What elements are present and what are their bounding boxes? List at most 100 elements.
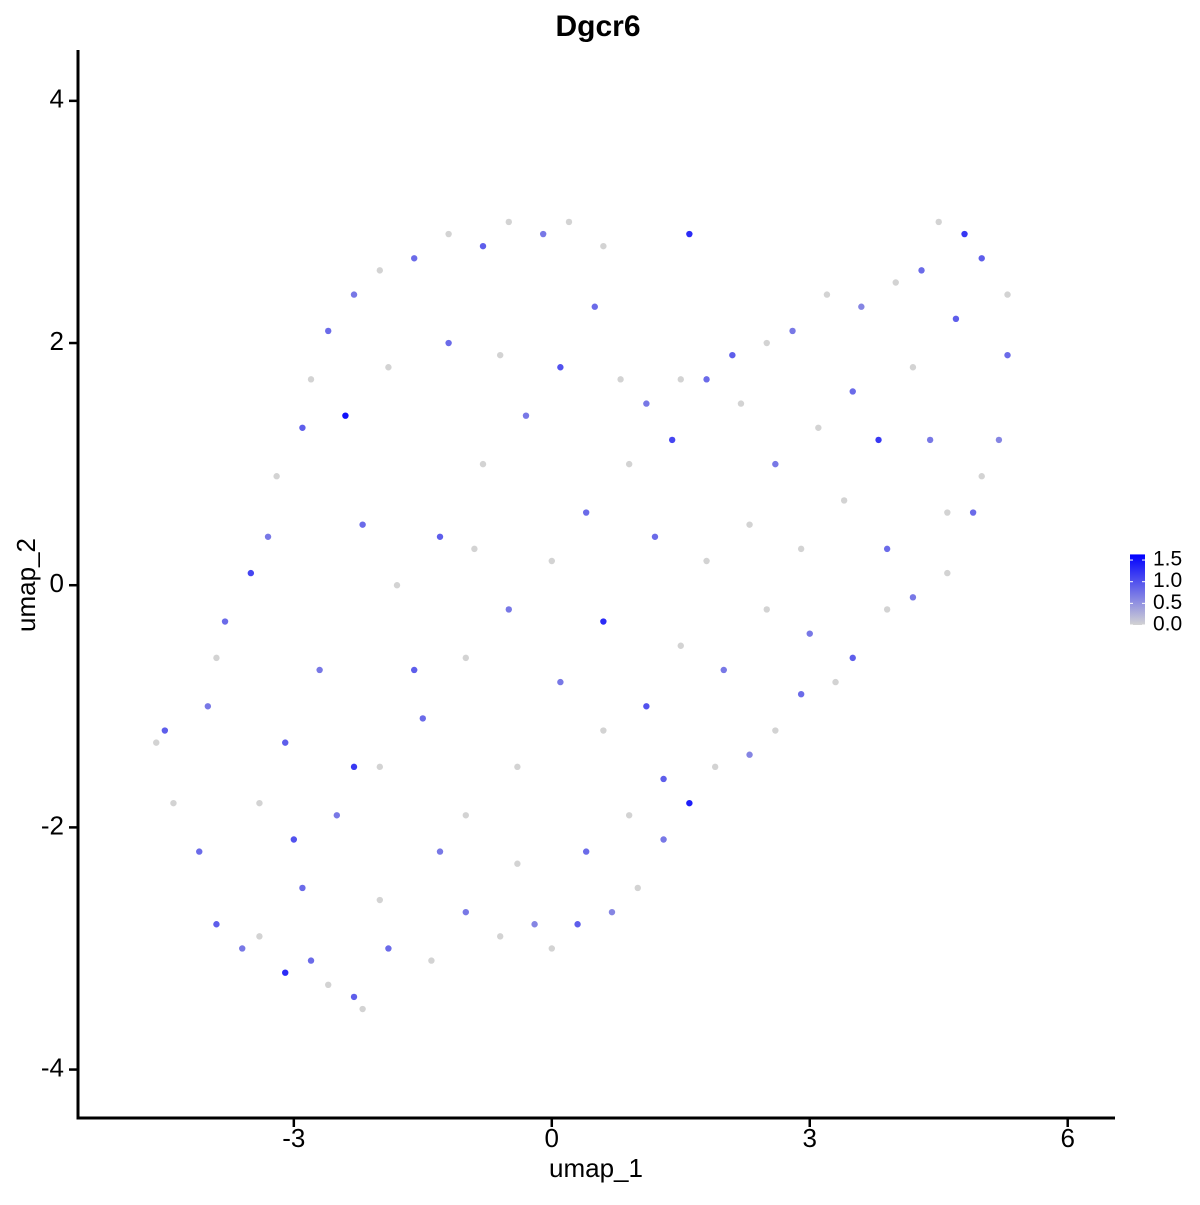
point [290, 836, 298, 843]
point [737, 400, 745, 407]
point [445, 230, 452, 238]
point [239, 945, 246, 952]
point [282, 969, 289, 976]
point [462, 654, 470, 662]
point [729, 351, 736, 359]
point [625, 460, 633, 468]
point [170, 799, 177, 807]
y-tick-label: 2 [50, 326, 64, 356]
point [325, 981, 332, 989]
point [660, 836, 667, 843]
point [471, 545, 478, 553]
point [617, 376, 624, 383]
point [514, 763, 521, 771]
point [677, 376, 684, 383]
y-axis-label: umap_2 [11, 538, 41, 632]
point [840, 497, 848, 504]
x-tick-label: 6 [1060, 1123, 1074, 1153]
point [419, 715, 427, 722]
colorbar-label: 1.5 [1153, 548, 1182, 571]
point [720, 666, 727, 674]
point [858, 303, 865, 310]
point [462, 812, 470, 819]
point [273, 473, 280, 480]
point [711, 763, 719, 771]
point [651, 533, 659, 540]
point [952, 315, 960, 323]
point [411, 255, 418, 262]
point [763, 339, 770, 347]
point [376, 267, 384, 274]
point [823, 291, 831, 298]
point [213, 921, 220, 928]
point [531, 921, 538, 928]
point [815, 424, 822, 431]
y-tick-label: 0 [50, 568, 64, 598]
point [772, 727, 779, 734]
point [385, 945, 392, 952]
point [643, 703, 650, 710]
point [582, 848, 590, 855]
point [797, 690, 805, 698]
point [376, 896, 384, 904]
point [926, 436, 934, 444]
point [961, 230, 968, 238]
chart-title: Dgcr6 [555, 10, 640, 43]
point [299, 424, 306, 431]
point [333, 812, 341, 819]
point [591, 303, 598, 310]
point [428, 957, 435, 964]
point [256, 933, 263, 940]
point [660, 775, 667, 783]
point [342, 412, 349, 419]
point [643, 400, 650, 407]
point [505, 218, 512, 226]
point [479, 242, 487, 250]
x-tick-label: 0 [545, 1123, 559, 1153]
y-tick-label: -2 [41, 810, 64, 840]
point [772, 460, 779, 468]
point [522, 412, 530, 419]
point [479, 460, 487, 468]
point [789, 327, 796, 335]
point [411, 666, 418, 674]
point [213, 654, 220, 662]
point [625, 812, 633, 819]
point [264, 533, 272, 540]
point [909, 594, 917, 601]
point [875, 436, 882, 444]
point [944, 569, 951, 577]
point [256, 799, 263, 807]
point [883, 545, 891, 553]
point [196, 848, 203, 855]
point [539, 230, 547, 238]
point [746, 751, 753, 758]
point [350, 291, 358, 298]
point [995, 436, 1003, 444]
point [393, 582, 401, 589]
x-tick-label: -3 [282, 1123, 305, 1153]
x-axis-label: umap_1 [549, 1153, 643, 1183]
point [634, 884, 641, 892]
point [350, 763, 358, 771]
point [918, 267, 925, 274]
point [247, 569, 255, 577]
point [883, 606, 891, 613]
y-tick-label: -4 [41, 1052, 64, 1082]
point [325, 327, 332, 335]
point [600, 242, 607, 250]
point [385, 364, 392, 371]
point [307, 376, 315, 383]
colorbar [1130, 554, 1145, 625]
point [686, 799, 693, 807]
point [548, 945, 555, 952]
point [582, 509, 590, 516]
point [892, 279, 899, 286]
point [600, 618, 607, 625]
point [608, 908, 616, 916]
point [703, 376, 710, 383]
point [204, 703, 212, 710]
point [548, 557, 555, 565]
point [153, 739, 160, 746]
